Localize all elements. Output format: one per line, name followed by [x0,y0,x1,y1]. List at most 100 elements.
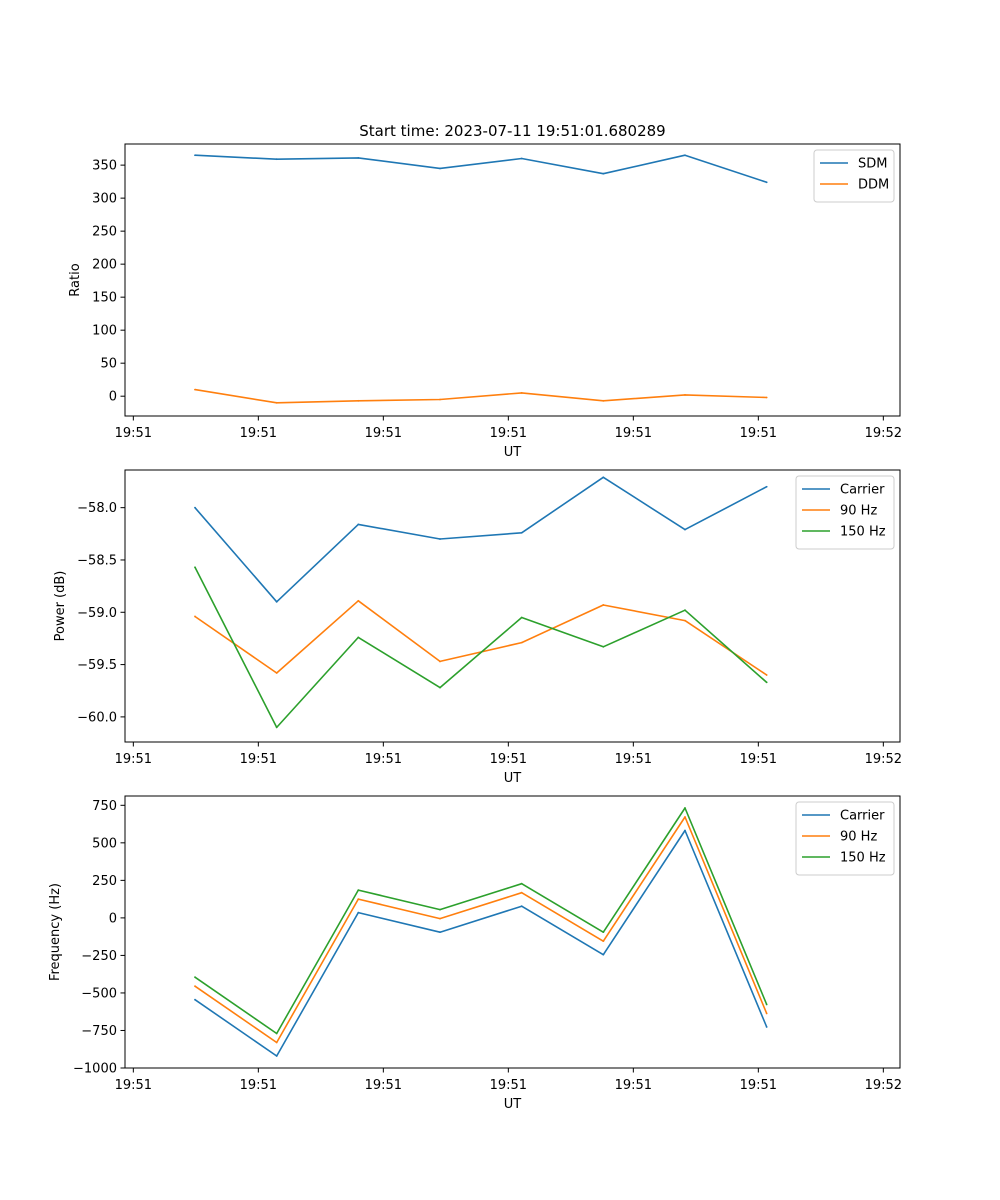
data-point [520,157,523,160]
panel-3: 19:51 19:51 19:51 19:51 19:51 19:51 19:52 −1000… [48,795,902,1112]
x-tick-label: 19:51 [115,1078,152,1093]
legend-label-ddm: DDM [858,178,889,193]
plot-frame [124,469,901,743]
x-tick-label: 19:52 [865,1078,902,1093]
data-point [357,911,360,914]
legend: Carrier 90 Hz 150 Hz [795,801,895,876]
data-point [765,396,768,399]
data-point [765,681,768,684]
y-tick-label: −59.0 [77,606,117,621]
data-point [194,615,196,618]
data-point [357,636,360,639]
data-point [194,998,196,1001]
x-tick-label: 19:51 [240,426,277,441]
data-point [684,609,686,612]
series-line-ddm [194,388,767,404]
x-tick-label: 19:51 [365,426,402,441]
y-axis-label: Frequency (Hz) [48,883,63,981]
data-point [602,931,605,934]
chart-title: Start time: 2023-07-11 19:51:01.680289 [359,122,665,140]
y-tick-label: 300 [92,192,117,207]
series-line-carrier [194,829,768,1057]
data-point [765,1012,768,1015]
data-point [602,172,605,175]
x-tick-label: 19:51 [615,426,652,441]
x-tick-label: 19:51 [240,752,277,767]
y-tick-label: 250 [92,225,117,240]
data-point [684,154,686,157]
data-point [275,401,278,404]
y-tick-label: 0 [109,390,117,405]
data-point [194,566,196,569]
data-point [520,391,523,394]
data-point [357,399,360,402]
data-point [684,816,686,818]
data-point [194,154,196,157]
x-tick-label: 19:51 [615,752,652,767]
data-point [194,985,196,988]
x-tick-label: 19:51 [490,752,527,767]
data-point [602,604,605,606]
series-line-sdm [194,154,767,184]
series-line-150-hz [194,566,768,729]
x-tick-label: 19:51 [490,1078,527,1093]
data-point [439,917,441,920]
data-point [275,726,278,729]
y-tick-label: 50 [100,357,117,372]
y-tick-label: 100 [92,324,117,339]
y-tick-label: 250 [92,874,117,889]
data-point [194,976,196,979]
data-point [357,889,360,892]
data-point [275,1041,278,1044]
legend-label-carrier: Carrier [840,483,885,498]
data-point [520,641,523,644]
data-point [439,660,441,663]
data-point [194,506,196,509]
legend-label-150-hz: 150 Hz [840,851,886,866]
data-point [602,953,605,956]
x-tick-label: 19:51 [740,1078,777,1093]
panel-1: 19:51 19:51 19:51 19:51 19:51 19:51 19:52 0 50 10… [68,143,902,460]
y-tick-label: −1000 [73,1062,117,1077]
x-tick-label: 19:51 [115,426,152,441]
y-tick-label: 750 [92,799,117,814]
data-point [602,645,605,648]
data-point [520,891,523,894]
data-point [765,1026,768,1028]
data-point [765,1003,768,1006]
data-point [684,393,686,396]
x-tick-label: 19:52 [865,752,902,767]
data-point [765,181,768,184]
y-tick-label: −500 [81,986,117,1001]
data-point [439,538,441,540]
data-point [357,599,360,602]
series-line-90-hz [194,816,768,1044]
legend-label-90-hz: 90 Hz [840,830,877,845]
data-point [520,616,523,619]
legend-label-carrier: Carrier [840,809,885,824]
x-tick-label: 19:51 [615,1078,652,1093]
y-axis-label: Ratio [68,263,83,296]
data-point [602,940,605,943]
legend: SDM DDM [813,149,895,203]
data-point [275,672,278,674]
data-point [684,807,686,809]
x-tick-label: 19:52 [865,426,902,441]
data-point [684,528,686,531]
x-axis-label: UT [504,771,522,786]
data-point [439,167,441,170]
x-tick-label: 19:51 [365,752,402,767]
data-point [439,686,441,689]
data-point [357,523,360,526]
data-point [194,388,196,391]
y-tick-label: 150 [92,291,117,306]
x-tick-label: 19:51 [115,752,152,767]
data-point [275,158,278,161]
series-line-carrier [194,476,768,603]
x-tick-label: 19:51 [490,426,527,441]
y-tick-label: 0 [109,911,117,926]
data-point [439,398,441,401]
data-point [357,156,360,159]
legend-label-sdm: SDM [858,157,887,172]
